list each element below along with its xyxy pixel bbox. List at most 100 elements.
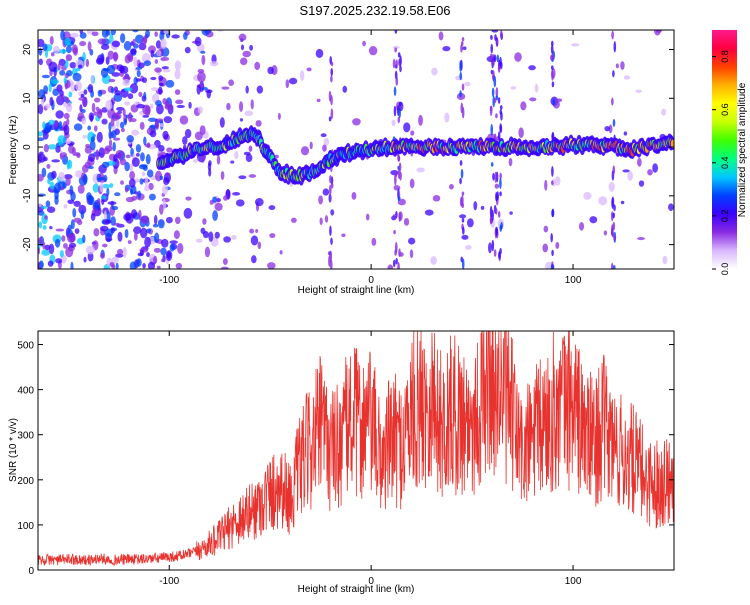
heatmap-cell xyxy=(499,191,502,197)
heatmap-cell xyxy=(387,264,394,269)
heatmap-cell xyxy=(122,108,126,117)
heatmap-cell xyxy=(53,45,61,54)
heatmap-cell xyxy=(158,86,163,95)
heatmap-cell xyxy=(77,64,83,69)
heatmap-cell xyxy=(169,243,176,252)
heatmap-cell xyxy=(245,85,249,94)
heatmap-cell xyxy=(55,145,61,153)
heatmap-cell xyxy=(71,44,78,54)
colorbar-tick-label: 0.2 xyxy=(720,210,730,223)
heatmap-cell xyxy=(68,91,73,98)
heatmap-cell xyxy=(408,237,416,245)
heatmap-cell xyxy=(138,62,145,69)
heatmap-cell xyxy=(248,174,257,178)
heatmap-cell xyxy=(60,30,65,41)
heatmap-cell xyxy=(68,242,77,248)
heatmap-cell xyxy=(214,202,223,212)
heatmap-cell xyxy=(491,239,495,252)
heatmap-cell xyxy=(208,231,214,242)
heatmap-cell xyxy=(148,45,156,54)
heatmap-cell xyxy=(550,44,554,55)
heatmap-cell xyxy=(306,67,312,72)
heatmap-cell xyxy=(116,106,125,111)
snr-x-ticks: -100 0 100 xyxy=(159,331,582,587)
heatmap-cell xyxy=(72,208,77,218)
heatmap-cell xyxy=(55,258,63,264)
heatmap-cell xyxy=(497,131,501,141)
heatmap-cell xyxy=(461,258,465,269)
heatmap-cell xyxy=(205,89,213,94)
heatmap-cell xyxy=(129,83,139,94)
heatmap-cell xyxy=(160,38,167,50)
heatmap-cell xyxy=(620,61,625,70)
heatmap-cell xyxy=(330,108,334,120)
heatmap-cell xyxy=(315,48,324,58)
heatmap-cell xyxy=(397,196,401,202)
heatmap-cell xyxy=(56,84,63,92)
heatmap-cell xyxy=(147,261,156,269)
heatmap-cell xyxy=(497,64,501,73)
heatmap-cell xyxy=(88,153,96,162)
heatmap-cell xyxy=(135,66,143,70)
heatmap-cell xyxy=(138,91,143,98)
heatmap-cell xyxy=(154,59,159,64)
heatmap-cell xyxy=(113,86,118,93)
heatmap-cell xyxy=(499,123,502,133)
heatmap-cell xyxy=(255,228,259,233)
heatmap-cell xyxy=(140,227,148,239)
heatmap-cell xyxy=(488,242,492,254)
heatmap-cell xyxy=(82,234,86,244)
heatmap-cell xyxy=(238,101,244,112)
heatmap-cell xyxy=(101,183,111,189)
heatmap-cell xyxy=(43,144,50,153)
heatmap-cell xyxy=(61,154,69,165)
heatmap-cell xyxy=(132,30,139,33)
heatmap-cell xyxy=(58,171,66,182)
heatmap-cell xyxy=(88,165,94,170)
heatmap-cell xyxy=(418,114,423,126)
spectrogram-y-axis-label: Frequency (Hz) xyxy=(8,116,19,185)
heatmap-cell xyxy=(250,235,259,246)
heatmap-cell xyxy=(461,191,465,196)
snr-x-tick-label: -100 xyxy=(159,576,179,587)
colorbar-tick-label: 0.0 xyxy=(720,263,730,276)
heatmap-cell xyxy=(432,195,441,202)
heatmap-cell xyxy=(144,105,151,116)
heatmap-cell xyxy=(551,249,554,257)
heatmap-cell xyxy=(464,81,471,87)
colorbar-ticks: 0.0 0.2 0.4 0.6 0.8 xyxy=(712,50,730,275)
heatmap-cell xyxy=(529,97,537,102)
heatmap-cell xyxy=(100,252,105,259)
heatmap-cell xyxy=(394,241,398,254)
heatmap-cell xyxy=(133,232,138,241)
heatmap-cell xyxy=(424,209,434,216)
heatmap-cell xyxy=(494,34,497,41)
heatmap-cell xyxy=(221,266,229,269)
heatmap-cell xyxy=(268,205,276,211)
heatmap-cell xyxy=(140,215,150,224)
heatmap-cell xyxy=(154,232,160,244)
heatmap-cell xyxy=(613,235,616,242)
heatmap-cell xyxy=(196,84,201,95)
heatmap-cell xyxy=(459,160,463,166)
heatmap-cell xyxy=(493,249,497,257)
heatmap-cell xyxy=(143,60,152,67)
heatmap-cell xyxy=(362,40,366,47)
heatmap-cell xyxy=(58,58,66,66)
heatmap-cell xyxy=(127,93,134,100)
heatmap-cell xyxy=(494,171,498,183)
heatmap-cell xyxy=(83,89,88,95)
heatmap-cell xyxy=(41,205,48,209)
heatmap-cell xyxy=(234,151,239,160)
heatmap-cell xyxy=(309,141,313,150)
heatmap-cell xyxy=(57,135,66,145)
heatmap-cell xyxy=(153,214,158,225)
heatmap-cell xyxy=(142,262,146,269)
heatmap-cell xyxy=(534,83,539,93)
heatmap-cell xyxy=(62,182,67,189)
heatmap-cell xyxy=(70,219,75,230)
heatmap-cell xyxy=(144,186,150,192)
heatmap-cell xyxy=(73,123,83,131)
snr-frame xyxy=(37,330,675,571)
heatmap-cell xyxy=(63,243,68,249)
